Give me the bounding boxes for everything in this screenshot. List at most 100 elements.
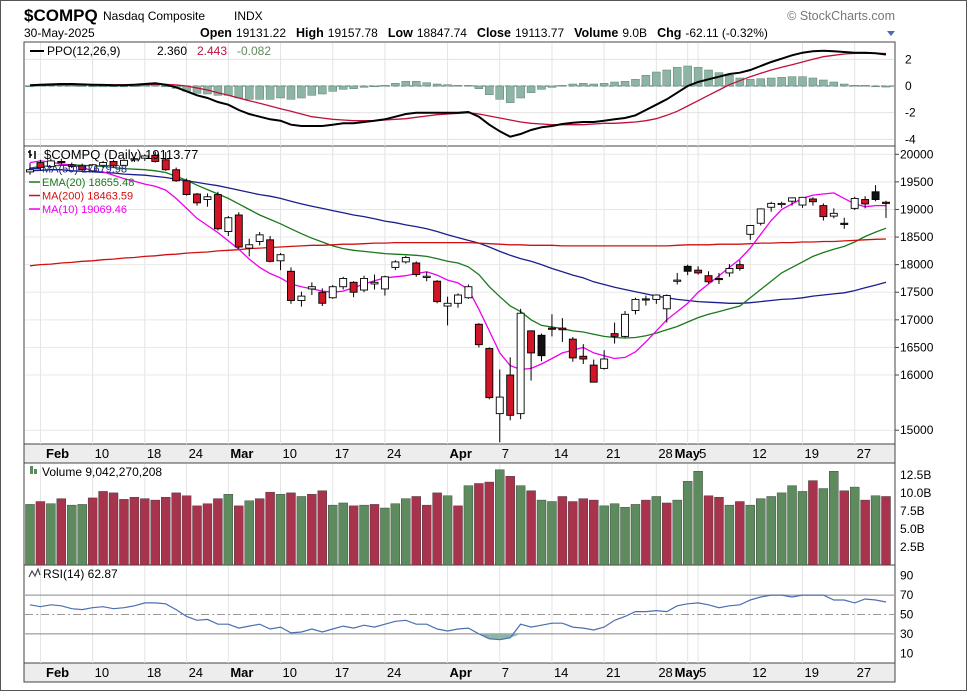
volume-bar <box>818 488 829 566</box>
x-axis-label: May <box>675 446 701 461</box>
volume-bar <box>244 500 254 566</box>
volume-layer <box>25 469 891 566</box>
candle-body <box>735 264 744 269</box>
volume-legend-label: Volume 9,042,270,208 <box>42 465 162 479</box>
ppo-histogram-bar <box>286 85 296 100</box>
ppo-histogram-bar <box>255 85 264 100</box>
quote-value: 19131.22 <box>236 26 286 40</box>
ppo-histogram-bar <box>370 85 379 88</box>
ppo-histogram-bar <box>224 85 233 96</box>
chevron-down-icon[interactable] <box>887 31 895 36</box>
volume-bar <box>286 492 296 566</box>
volume-bar <box>578 498 588 566</box>
quote-value: -62.11 (-0.32%) <box>685 26 767 40</box>
ppo-histogram-bar <box>683 65 692 87</box>
x-axis-label: 24 <box>387 665 401 680</box>
candle-body <box>151 154 160 162</box>
x-axis-label: 14 <box>554 446 568 461</box>
candle-body <box>819 205 828 218</box>
candle-body <box>464 286 473 299</box>
candle-body <box>621 313 629 337</box>
volume-bar <box>87 497 98 566</box>
candle-body <box>829 212 838 217</box>
candle-body <box>652 294 661 300</box>
x-axis-label: 12 <box>752 665 766 680</box>
candle-body <box>662 295 671 310</box>
volume-bar <box>881 496 891 566</box>
candle-body <box>589 364 598 383</box>
candle-body <box>537 334 546 357</box>
volume-bar <box>317 490 327 566</box>
volume-bar <box>651 496 662 566</box>
volume-bar <box>693 471 703 566</box>
volume-bar <box>536 499 547 566</box>
rsi-line <box>29 594 887 641</box>
rsi-tick-label: 50 <box>900 608 914 622</box>
price-tick-label: 18500 <box>900 230 934 244</box>
x-axis-label: 18 <box>147 665 161 680</box>
volume-bar <box>463 485 474 566</box>
ppo-histogram-bar <box>610 81 619 87</box>
ppo-histogram-bar <box>599 83 609 87</box>
candle-body <box>266 239 275 262</box>
volume-bar <box>735 501 745 566</box>
volume-bar <box>849 486 860 566</box>
symbol-name: Nasdaq Composite <box>103 9 205 23</box>
quote-label: High <box>296 26 324 40</box>
volume-bar <box>776 492 787 566</box>
volume-bar <box>442 495 453 566</box>
candle-body <box>454 294 462 304</box>
ppo-histogram-bar <box>547 85 557 88</box>
ppo-histogram-bar <box>432 83 442 87</box>
x-axis-label: 28 <box>658 446 672 461</box>
volume-bar <box>254 498 265 566</box>
price-legend-item: EMA(20) 18655.48 <box>42 177 134 189</box>
candle-body <box>861 199 870 205</box>
candle-body <box>339 277 348 288</box>
ppo-histogram-bar <box>881 85 891 88</box>
volume-bar <box>620 507 630 566</box>
volume-tick-label: 10.0B <box>900 486 931 500</box>
candle-body <box>140 155 149 159</box>
quote-value: 19113.77 <box>515 26 564 40</box>
ppo-histogram-bar <box>98 85 108 88</box>
candle-body <box>328 286 337 299</box>
volume-bar <box>609 503 620 566</box>
rsi-legend-icon <box>28 567 41 578</box>
quote-label: Chg <box>657 26 681 40</box>
volume-bar <box>140 498 150 566</box>
ppo-histogram-bar <box>422 82 431 87</box>
ppo-histogram-bar <box>829 81 839 87</box>
candle-body <box>694 269 703 274</box>
moving-average-line <box>29 238 887 267</box>
candle-body <box>78 165 87 171</box>
volume-bar <box>390 503 401 566</box>
x-axis-label: May <box>675 665 701 680</box>
volume-bar <box>860 499 870 566</box>
volume-bar <box>234 505 244 566</box>
rsi-layer <box>25 594 894 641</box>
ppo-histogram-bar <box>537 85 546 90</box>
ppo-histogram-bar <box>77 85 87 87</box>
ppo-histogram-bar <box>850 85 859 87</box>
candle-body <box>756 208 765 224</box>
x-axis-label: 27 <box>857 665 871 680</box>
volume-bar <box>171 492 181 566</box>
x-axis-label: 27 <box>857 446 871 461</box>
candle-body <box>871 191 880 200</box>
ppo-histogram-bar <box>526 85 536 93</box>
x-axis-label: 24 <box>189 446 203 461</box>
rsi-tick-label: 70 <box>900 588 914 602</box>
candle-body <box>715 277 723 281</box>
volume-legend: Volume 9,042,270,208 <box>30 465 162 479</box>
quote-value: 18847.74 <box>417 26 467 40</box>
volume-bar <box>401 498 411 566</box>
price-legend-item: MA(10) 19069.46 <box>42 204 127 216</box>
candle-body <box>673 279 682 282</box>
candle-body <box>422 275 431 278</box>
volume-bar <box>766 496 776 566</box>
price-legend: $COMPQ (Daily) 19113.77 MA(50) 17679.98EM… <box>28 147 198 216</box>
ppo-histogram-bar <box>714 72 724 87</box>
volume-bar <box>453 505 463 566</box>
candle-body <box>380 276 389 290</box>
